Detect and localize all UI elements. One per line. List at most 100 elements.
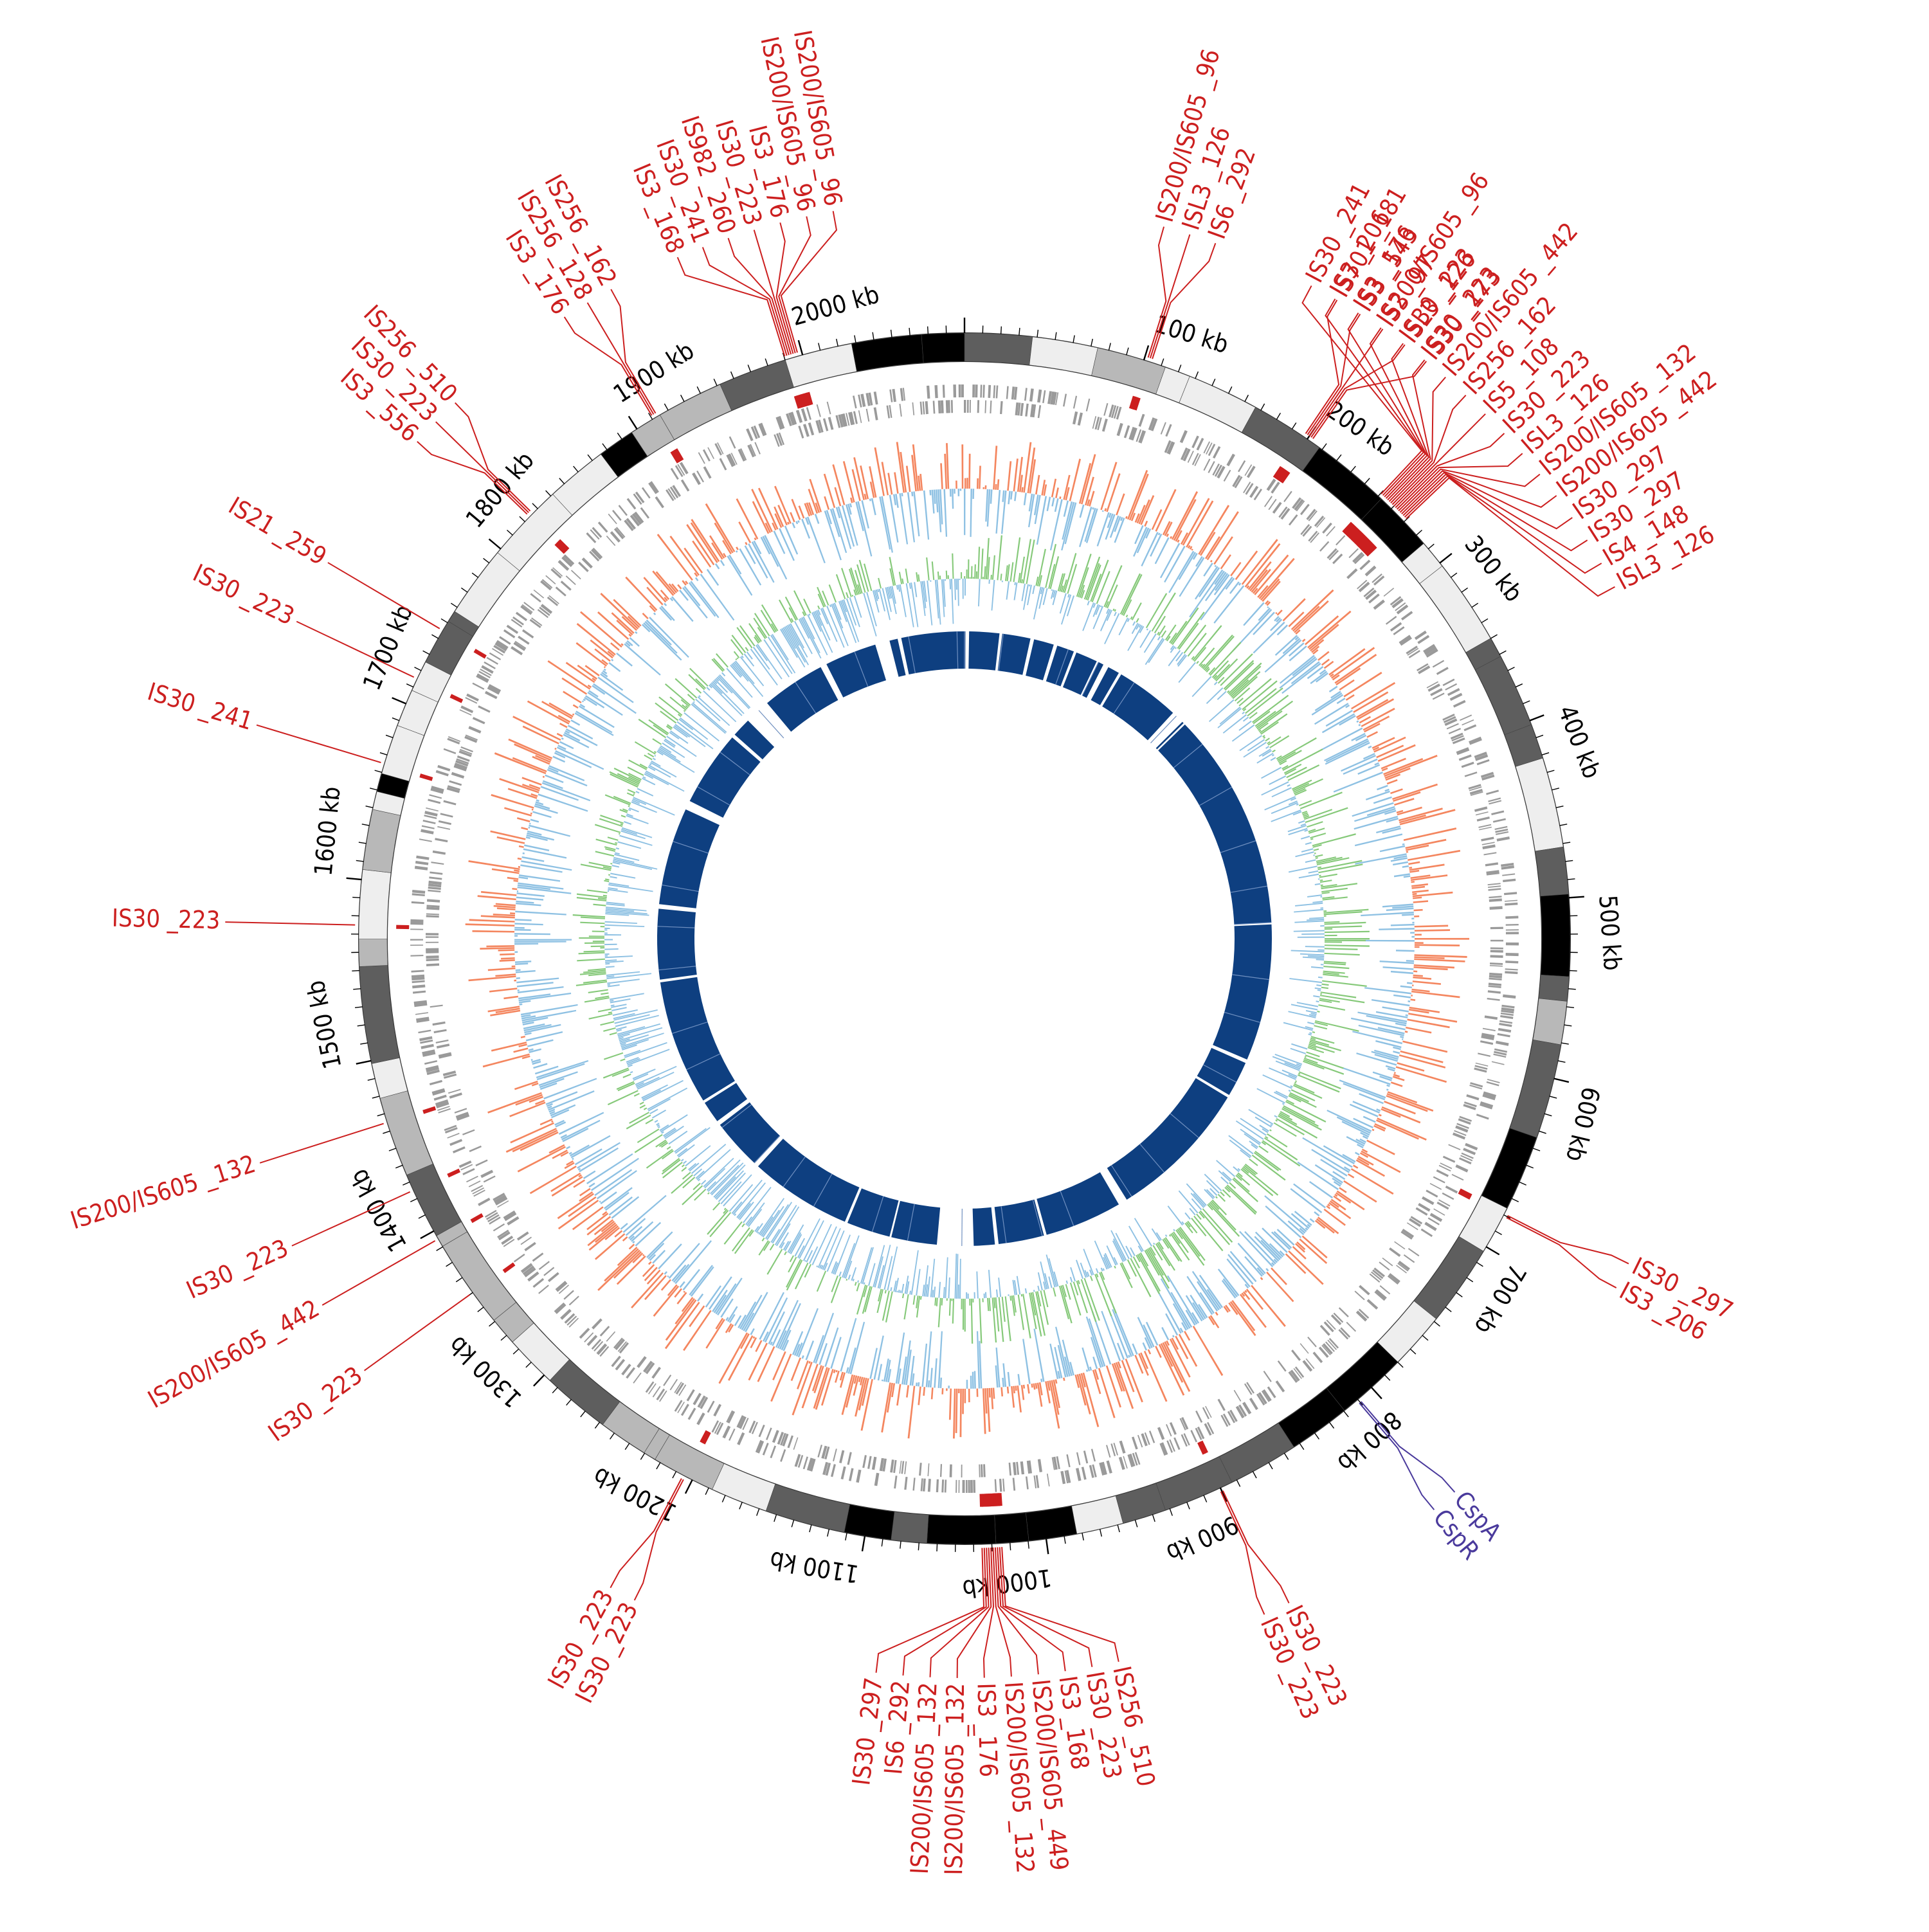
gc-skew-bar (963, 579, 964, 599)
gc-content-bar (518, 1146, 566, 1173)
cds-feature (770, 1445, 776, 1458)
gc-content-bar (1182, 498, 1210, 545)
cds-feature (1066, 1454, 1070, 1467)
gc-skew-bar (939, 575, 941, 579)
gc-content-bar (1406, 960, 1414, 962)
gc-content-bar (705, 503, 736, 552)
gc-content-bar (512, 888, 517, 890)
cds-feature (1319, 541, 1329, 552)
gc-skew-bar (1287, 784, 1290, 787)
gc-skew-bar (1319, 874, 1337, 878)
gc-skew-bar (1315, 854, 1323, 858)
gc-content-bar (1023, 442, 1031, 493)
cds-feature (1247, 465, 1256, 478)
gc-content-bar (550, 1173, 581, 1192)
gc-content-bar (1210, 560, 1213, 563)
cds-feature (921, 1478, 923, 1491)
scale-tick (377, 1114, 385, 1115)
gc-content-bar (714, 523, 733, 554)
gc-skew-bar (662, 1158, 680, 1172)
cds-feature (1038, 1459, 1042, 1472)
gc-content-bar (1051, 498, 1055, 507)
cds-feature (606, 1332, 616, 1342)
gc-content-bar (972, 1372, 974, 1389)
gc-skew-bar (896, 1291, 898, 1293)
gc-content-bar (745, 1292, 768, 1332)
gc-content-bar (468, 860, 520, 870)
cds-feature (1226, 454, 1235, 467)
gc-skew-bar (631, 801, 657, 813)
gc-content-bar (815, 514, 820, 524)
scale-tick (534, 1375, 545, 1386)
scale-tick (1001, 327, 1002, 334)
gc-content-bar (557, 1193, 594, 1220)
gc-skew-bar (1325, 926, 1363, 928)
gc-content-bar (512, 966, 516, 968)
gc-skew-bar (579, 952, 605, 955)
gc-skew-bar (1103, 565, 1122, 607)
gc-skew-bar (843, 1235, 859, 1278)
gc-skew-bar (899, 572, 902, 584)
gc-skew-bar (1145, 638, 1164, 665)
gc-content-bar (1227, 1254, 1253, 1285)
gc-content-bar (519, 845, 524, 848)
gc-content-bar (664, 1271, 667, 1275)
scale-tick (1161, 359, 1164, 366)
gc-content-bar (1017, 1386, 1022, 1413)
gc-skew-bar (1193, 1193, 1206, 1207)
gc-skew-bar (1177, 654, 1186, 665)
gc-skew-bar (655, 1120, 658, 1123)
scale-tick (370, 788, 377, 790)
scale-tick (1135, 1520, 1137, 1528)
gc-skew-bar (1295, 903, 1323, 907)
gc-skew-bar (910, 582, 918, 627)
gc-content-bar (1280, 658, 1318, 689)
cds-feature (1336, 535, 1345, 545)
gc-skew-bar (853, 1279, 855, 1281)
gc-skew-bar (1215, 1196, 1218, 1198)
band-segment (1303, 447, 1381, 519)
gc-content-bar (1365, 940, 1415, 942)
gc-content-bar (646, 1231, 673, 1258)
cds-feature (827, 402, 831, 415)
gc-content-bar (983, 487, 984, 489)
cds-feature (946, 400, 949, 413)
gc-content-bar (604, 666, 606, 668)
gc-skew-bar (604, 925, 644, 927)
gc-skew-bar (996, 1290, 998, 1297)
gc-skew-bar (610, 876, 617, 879)
gc-content-bar (1310, 639, 1324, 651)
cds-feature (858, 410, 862, 423)
scale-label: 1700 kb (358, 600, 419, 694)
gc-skew-bar (1282, 748, 1323, 771)
gc-skew-bar (1087, 600, 1089, 605)
gc-content-bar (1092, 507, 1094, 510)
cds-feature (412, 980, 425, 984)
cds-feature (1025, 404, 1029, 417)
gc-skew-bar (681, 1159, 684, 1161)
gc-skew-bar (605, 794, 631, 806)
gc-content-bar (968, 1389, 970, 1402)
gc-content-bar (1413, 897, 1422, 899)
gc-skew-bar (1070, 1277, 1073, 1283)
gc-skew-bar (1242, 712, 1245, 714)
is_groups-callout-line (930, 1548, 989, 1677)
scale-tick (356, 860, 364, 862)
gc-content-bar (1382, 1006, 1409, 1012)
gc-content-bar (755, 1340, 762, 1352)
gc-content-bar (1411, 917, 1414, 919)
gc-content-bar (1200, 532, 1216, 556)
scale-tick (532, 503, 538, 509)
gc-content-bar (521, 1004, 578, 1015)
gc-skew-bar (1309, 1032, 1312, 1034)
scale-tick (1569, 897, 1584, 898)
cds-feature (920, 402, 923, 415)
gc-skew-bar (689, 1162, 700, 1171)
gc-content-bar (954, 489, 955, 494)
gc-content-bar (667, 1276, 669, 1277)
gc-content-bar (1007, 461, 1011, 491)
is_groups-label: IS30 _223 (188, 559, 298, 631)
gc-content-bar (916, 1382, 918, 1386)
cds-feature (1300, 1343, 1309, 1353)
gc-skew-bar (655, 703, 678, 721)
